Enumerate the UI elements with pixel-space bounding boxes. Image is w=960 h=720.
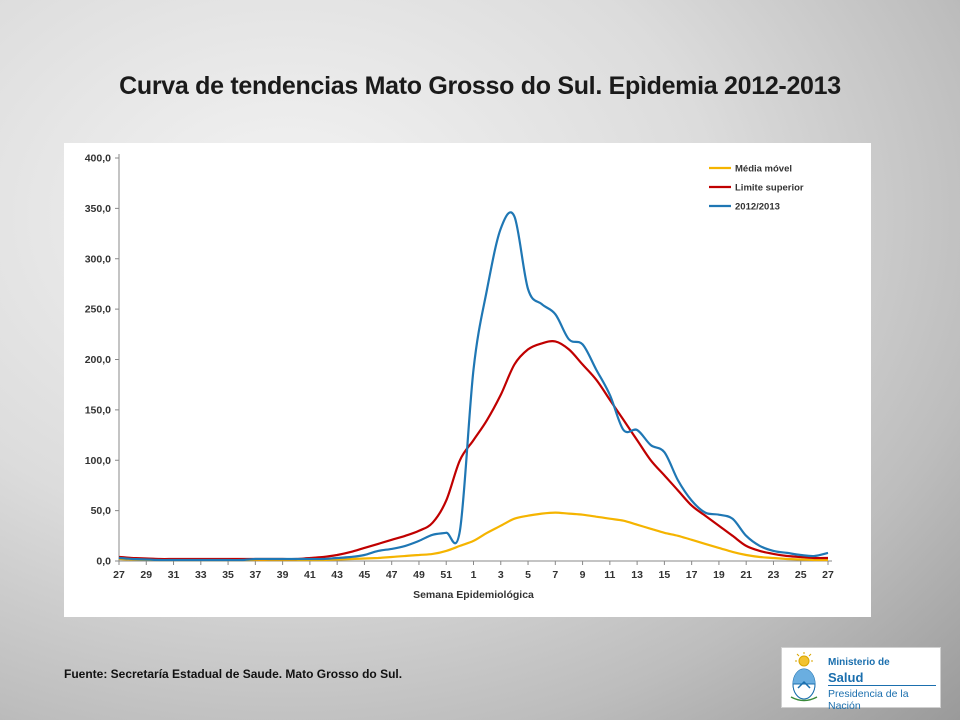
- x-tick-label: 41: [304, 569, 316, 581]
- y-tick-label: 200,0: [85, 354, 111, 366]
- x-tick-label: 43: [331, 569, 343, 581]
- page-title: Curva de tendencias Mato Grosso do Sul. …: [119, 72, 841, 100]
- x-tick-label: 25: [795, 569, 807, 581]
- x-tick-label: 51: [440, 569, 452, 581]
- y-tick-label: 300,0: [85, 253, 111, 265]
- x-tick-label: 1: [471, 569, 477, 581]
- x-axis-label: Semana Epidemiológica: [413, 589, 534, 601]
- series-line-0: [118, 511, 829, 562]
- y-tick-label: 0,0: [96, 556, 111, 568]
- y-tick-label: 50,0: [91, 505, 112, 517]
- x-tick-label: 23: [768, 569, 780, 581]
- x-tick-label: 3: [498, 569, 504, 581]
- x-tick-label: 37: [250, 569, 262, 581]
- x-tick-label: 47: [386, 569, 398, 581]
- x-tick-label: 27: [113, 569, 125, 581]
- logo-divider: [828, 685, 936, 686]
- x-tick-label: 21: [740, 569, 752, 581]
- x-tick-label: 49: [413, 569, 425, 581]
- series-line-2: [118, 211, 829, 562]
- x-tick-label: 13: [631, 569, 643, 581]
- x-tick-label: 5: [525, 569, 531, 581]
- x-tick-label: 31: [168, 569, 180, 581]
- x-tick-label: 11: [604, 569, 615, 581]
- trend-chart: 0,0 50,0 100,0 150,0 200,0 250,0 300,0 350,0 400…: [85, 153, 834, 602]
- legend-label: Limite superior: [735, 183, 804, 194]
- x-tick-label: 35: [222, 569, 234, 581]
- x-tick-label: 39: [277, 569, 289, 581]
- logo-line-3: Presidencia de la Nación: [828, 688, 909, 712]
- y-tick-label: 350,0: [85, 203, 111, 215]
- ministry-logo: Ministerio de Salud Presidencia de la Na…: [781, 647, 941, 712]
- x-tick-label: 27: [822, 569, 834, 581]
- y-tick-label: 150,0: [85, 404, 111, 416]
- x-tick-label: 19: [713, 569, 725, 581]
- x-tick-label: 33: [195, 569, 207, 581]
- x-tick-label: 17: [686, 569, 698, 581]
- y-tick-label: 100,0: [85, 455, 111, 467]
- y-tick-label: 250,0: [85, 304, 111, 316]
- x-tick-label: 15: [659, 569, 671, 581]
- x-tick-label: 45: [359, 569, 371, 581]
- x-tick-label: 29: [140, 569, 152, 581]
- x-tick-label: 7: [552, 569, 558, 581]
- chart-panel: 0,0 50,0 100,0 150,0 200,0 250,0 300,0 350,0 400…: [64, 143, 871, 617]
- x-tick-label: 9: [580, 569, 586, 581]
- source-note: Fuente: Secretaría Estadual de Saude. Ma…: [64, 667, 403, 681]
- logo-line-1: Ministerio de: [828, 657, 890, 668]
- argentina-coat-of-arms-icon: [790, 652, 818, 702]
- logo-line-2: Salud: [828, 670, 864, 685]
- legend-label: Média móvel: [735, 164, 792, 175]
- y-tick-label: 400,0: [85, 153, 111, 165]
- legend-label: 2012/2013: [735, 202, 780, 213]
